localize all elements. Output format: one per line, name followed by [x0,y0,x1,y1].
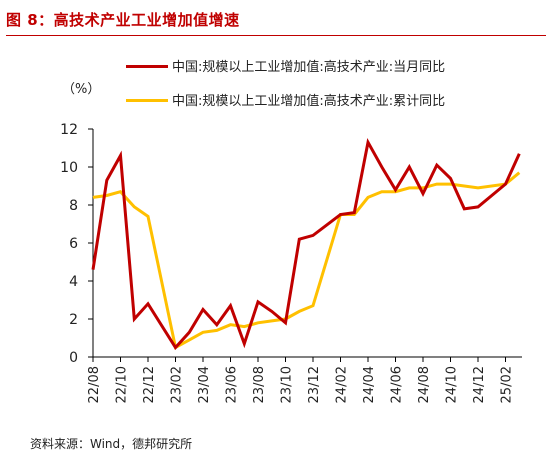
x-tick-label: 23/08 [252,366,267,403]
source-note: 资料来源：Wind，德邦研究所 [30,437,193,451]
legend-label-cumulative: 中国:规模以上工业增加值:高技术产业:累计同比 [172,94,446,109]
x-tick-label: 25/02 [500,366,515,403]
x-tick-label: 23/04 [197,366,212,403]
x-tick-label: 24/04 [362,366,377,403]
y-tick-label: 10 [60,160,78,176]
x-tick-label: 24/02 [335,366,350,403]
x-tick-label: 24/10 [445,366,460,403]
x-tick-label: 22/10 [115,366,130,403]
y-tick-label: 4 [69,274,78,290]
legend-swatch-cumulative [126,99,168,102]
x-tick-label: 22/08 [87,366,102,403]
series-line-monthly [91,137,521,350]
title-divider [6,35,546,36]
y-tick-label: 8 [69,198,78,214]
y-tick-label: 2 [69,312,78,328]
series-line-cumulative [92,171,521,350]
x-tick-label: 23/06 [225,366,240,403]
x-tick-label: 23/12 [307,366,322,403]
x-tick-label: 23/10 [280,366,295,403]
y-tick-label: 12 [60,122,78,138]
x-tick-label: 24/12 [472,366,487,403]
y-tick-label: 6 [69,236,78,252]
x-tick-label: 24/08 [417,366,432,403]
x-tick-label: 24/06 [390,366,405,403]
y-axis-unit-label: （%） [62,82,101,97]
x-tick-label: 22/12 [142,366,157,403]
legend-label-monthly: 中国:规模以上工业增加值:高技术产业:当月同比 [172,60,446,75]
x-tick-label: 23/02 [170,366,185,403]
y-tick-label: 0 [69,350,78,366]
figure-header: 图 8：高技术产业工业增加值增速 [0,0,552,36]
legend-swatch-monthly [126,65,168,68]
figure-title: 图 8：高技术产业工业增加值增速 [6,11,240,29]
